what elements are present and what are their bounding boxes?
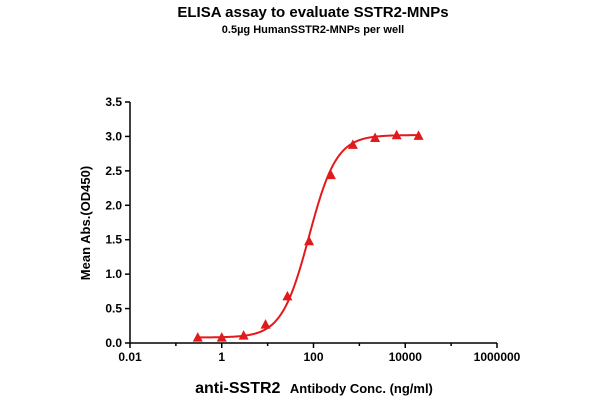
y-tick-label: 2.0 — [105, 198, 122, 212]
data-point — [347, 139, 358, 149]
data-point — [282, 290, 293, 301]
x-tick-label: 1 — [218, 350, 225, 364]
chart-title: ELISA assay to evaluate SSTR2-MNPs — [177, 4, 448, 21]
x-tick-label: 10000 — [389, 350, 423, 364]
data-points — [192, 129, 424, 342]
y-tick-label: 3.5 — [105, 95, 122, 109]
data-point — [325, 169, 336, 180]
fit-curve — [197, 134, 419, 339]
data-point — [413, 130, 424, 140]
y-tick-label: 2.5 — [105, 164, 122, 178]
y-tick-label: 0.0 — [105, 336, 122, 350]
data-point — [260, 319, 271, 329]
data-point — [304, 235, 315, 246]
chart-subtitle: 0.5µg HumanSSTR2-MNPs per well — [222, 24, 404, 36]
y-tick-label: 3.0 — [105, 129, 122, 143]
y-axis-label: Mean Abs.(OD450) — [78, 166, 93, 280]
x-axis-label-main: anti-SSTR2 — [195, 380, 280, 397]
data-point — [391, 129, 402, 140]
x-axis-label: anti-SSTR2 Antibody Conc. (ng/ml) — [195, 380, 433, 397]
data-point — [238, 330, 249, 340]
y-axis-ticks: 0.0 0.5 1.0 1.5 2.0 2.5 3.0 3.5 — [105, 95, 130, 350]
x-tick-label: 0.01 — [118, 350, 142, 364]
y-tick-label: 1.5 — [105, 233, 122, 247]
x-axis-ticks: 0.01 1 100 10000 1000000 — [118, 343, 521, 364]
y-tick-label: 0.5 — [105, 302, 122, 316]
data-point — [216, 332, 227, 342]
data-point — [370, 132, 381, 142]
x-axis-label-rest: Antibody Conc. (ng/ml) — [290, 381, 433, 396]
data-point — [192, 332, 203, 342]
x-tick-label: 100 — [303, 350, 323, 364]
x-tick-label: 1000000 — [474, 350, 521, 364]
y-tick-label: 1.0 — [105, 267, 122, 281]
